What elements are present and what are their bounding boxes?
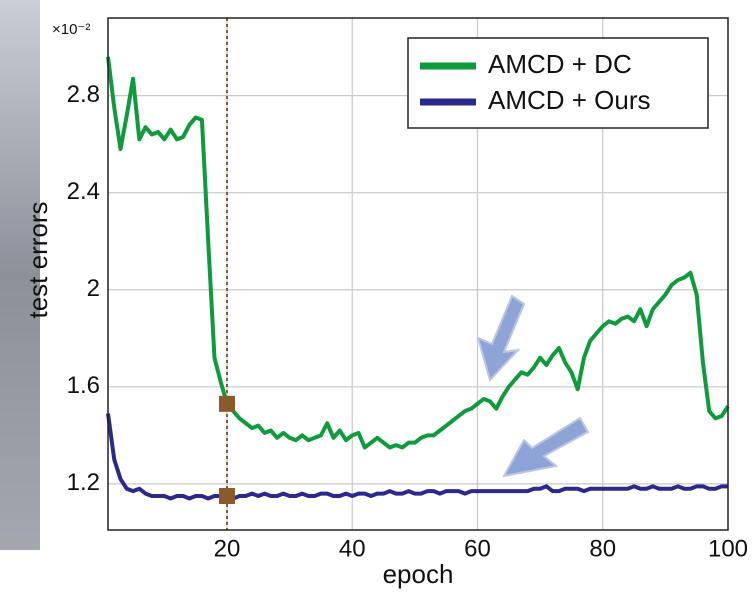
series-line	[106, 56, 730, 450]
arrow	[476, 294, 590, 478]
x-tick-label: 20	[214, 535, 241, 562]
background-photo	[0, 0, 40, 550]
exponent-label: ×10⁻²	[52, 21, 90, 38]
y-tick-label: 1.2	[67, 469, 100, 496]
y-tick-label: 1.6	[67, 372, 100, 399]
x-tick-label: 80	[589, 535, 616, 562]
x-tick-label: 100	[708, 535, 748, 562]
y-tick-label: 2.8	[67, 81, 100, 108]
y-axis-label: test errors	[23, 201, 53, 318]
x-tick-label: 60	[464, 535, 491, 562]
legend-box	[407, 37, 709, 129]
y-tick-label: 2	[87, 275, 100, 302]
plot	[106, 18, 730, 530]
highlight-marker	[218, 395, 235, 412]
x-axis-label: epoch	[383, 559, 454, 589]
y-tick-label: 2.4	[67, 178, 100, 205]
plot-frame	[107, 17, 729, 531]
legend: AMCD + DC AMCD + Ours	[407, 37, 709, 129]
legend-label: AMCD + DC	[488, 49, 632, 79]
legend-label: AMCD + Ours	[488, 85, 651, 115]
x-tick-label: 40	[339, 535, 366, 562]
series-line	[106, 413, 728, 501]
highlight-marker	[218, 488, 235, 505]
